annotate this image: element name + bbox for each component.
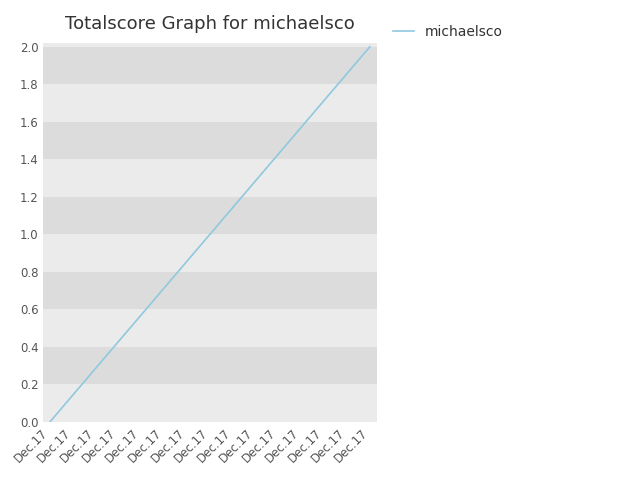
michaelsco xyxy=(229,204,237,210)
michaelsco xyxy=(366,44,374,49)
Bar xyxy=(44,272,377,309)
michaelsco xyxy=(138,312,145,317)
michaelsco xyxy=(46,419,54,424)
Bar xyxy=(44,234,377,272)
michaelsco xyxy=(252,178,260,183)
michaelsco xyxy=(321,97,328,103)
michaelsco xyxy=(184,258,191,264)
Bar xyxy=(44,84,377,121)
michaelsco xyxy=(206,231,214,237)
michaelsco xyxy=(115,338,123,344)
michaelsco xyxy=(343,71,351,76)
michaelsco xyxy=(161,285,168,290)
Bar xyxy=(44,384,377,421)
Bar xyxy=(44,121,377,159)
michaelsco xyxy=(298,124,305,130)
Legend: michaelsco: michaelsco xyxy=(387,20,508,45)
michaelsco xyxy=(275,151,282,156)
Bar xyxy=(44,347,377,384)
michaelsco xyxy=(69,392,77,398)
Bar xyxy=(44,309,377,347)
Title: Totalscore Graph for michaelsco: Totalscore Graph for michaelsco xyxy=(65,15,355,33)
Bar xyxy=(44,159,377,197)
Bar xyxy=(44,47,377,84)
Line: michaelsco: michaelsco xyxy=(50,47,370,421)
Bar xyxy=(44,197,377,234)
michaelsco xyxy=(92,365,100,371)
